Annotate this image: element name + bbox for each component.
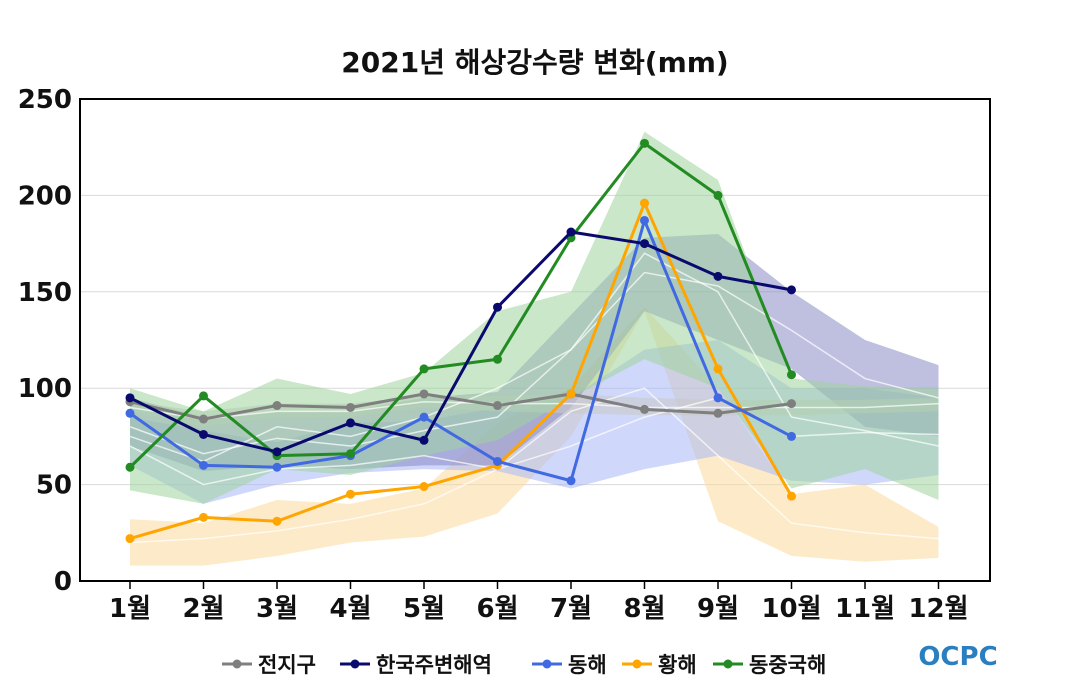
- data-point: [787, 370, 796, 380]
- x-tick-label: 6월: [476, 594, 518, 624]
- data-point: [787, 285, 796, 295]
- data-point: [566, 476, 576, 486]
- series-line: [129, 230, 792, 454]
- legend: 전지구 한국주변해역 동해 황해 동중국해: [222, 653, 826, 677]
- data-point: [199, 414, 208, 424]
- data-point: [493, 354, 502, 364]
- data-point: [713, 271, 723, 281]
- x-tick-label: 8월: [623, 594, 665, 624]
- ocpc-logo: OCPC: [918, 642, 997, 672]
- data-point: [272, 401, 282, 411]
- plot-frame: [79, 98, 991, 582]
- data-point: [125, 408, 135, 418]
- mean-line: [129, 271, 939, 455]
- x-tick-label: 10월: [761, 594, 821, 624]
- data-point: [640, 138, 649, 148]
- data-point: [640, 404, 649, 414]
- data-point: [346, 402, 355, 412]
- data-point: [787, 491, 796, 501]
- x-tick-label: 11월: [835, 594, 895, 624]
- data-point: [787, 431, 796, 441]
- data-point: [199, 391, 208, 401]
- y-axis-ticks: 0 50 100 150 200 250: [18, 85, 72, 597]
- data-point: [272, 516, 282, 526]
- data-point: [640, 239, 649, 249]
- y-tick-label: 50: [36, 471, 72, 501]
- series-line: [129, 392, 792, 421]
- legend-marker: [350, 659, 360, 669]
- mean-line: [129, 252, 939, 463]
- mean-line: [129, 397, 939, 486]
- series-line: [129, 218, 793, 483]
- legend-marker: [542, 659, 552, 669]
- x-tick-label: 2월: [182, 594, 224, 624]
- data-point: [493, 456, 502, 466]
- legend-marker: [723, 659, 733, 669]
- x-tick-label: 5월: [403, 594, 445, 624]
- y-tick-label: 250: [18, 85, 72, 115]
- legend-marker: [232, 659, 242, 669]
- series-line: [128, 141, 793, 469]
- legend-marker: [632, 659, 642, 669]
- mean-line: [129, 387, 939, 544]
- data-point: [566, 227, 576, 237]
- legend-label: 동중국해: [749, 653, 826, 677]
- data-point: [272, 462, 282, 472]
- data-point: [419, 389, 429, 399]
- y-tick-label: 150: [18, 278, 72, 308]
- x-tick-label: 9월: [697, 594, 739, 624]
- x-tick-label: 12월: [908, 594, 968, 624]
- series-lines: [125, 138, 796, 544]
- x-tick-label: 7월: [550, 594, 592, 624]
- series-line: [129, 201, 793, 541]
- x-axis-ticks: 1월 2월 3월 4월 5월 6월 7월 8월 9월 10월 11월 12월: [109, 581, 969, 624]
- data-point: [272, 447, 282, 457]
- data-point: [199, 429, 208, 439]
- data-point: [640, 215, 649, 225]
- data-point: [787, 399, 796, 409]
- x-tick-label: 1월: [109, 594, 151, 624]
- x-tick-label: 4월: [329, 594, 371, 624]
- y-tick-label: 100: [18, 374, 72, 404]
- data-point: [419, 412, 429, 422]
- legend-label: 한국주변해역: [376, 653, 492, 677]
- data-point: [346, 418, 355, 428]
- data-point: [566, 389, 576, 399]
- x-tick-label: 3월: [256, 594, 298, 624]
- data-point: [419, 482, 429, 492]
- legend-label: 황해: [658, 653, 697, 677]
- data-point: [346, 489, 355, 499]
- data-point: [713, 190, 723, 200]
- data-point: [713, 364, 723, 374]
- data-point: [419, 364, 429, 374]
- data-point: [199, 512, 208, 522]
- data-point: [125, 462, 135, 472]
- data-point: [346, 449, 355, 459]
- data-point: [640, 198, 649, 208]
- data-point: [493, 302, 502, 312]
- mean-line: [129, 400, 939, 420]
- legend-label: 동해: [568, 653, 607, 677]
- data-point: [713, 408, 723, 418]
- data-point: [125, 393, 135, 403]
- chart-title: 2021년 해상강수량 변화(mm): [341, 46, 728, 79]
- data-point: [419, 435, 429, 445]
- data-point: [493, 401, 502, 411]
- mean-lines: [129, 252, 939, 544]
- data-point: [125, 534, 135, 544]
- data-point: [199, 460, 208, 470]
- data-point: [713, 393, 723, 403]
- y-tick-label: 200: [18, 181, 72, 211]
- range-bands: [130, 131, 939, 566]
- y-tick-label: 0: [54, 567, 72, 597]
- legend-label: 전지구: [258, 653, 316, 677]
